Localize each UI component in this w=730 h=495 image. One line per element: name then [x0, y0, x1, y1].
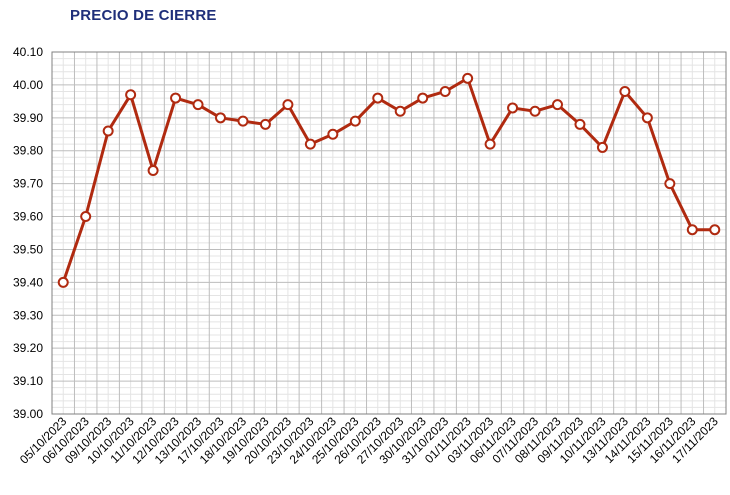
- data-point: [80, 211, 92, 223]
- y-tick-label: 39.40: [13, 275, 43, 289]
- data-point: [125, 89, 137, 101]
- data-point: [215, 112, 226, 124]
- data-point: [417, 92, 429, 104]
- data-point: [147, 164, 159, 176]
- data-point: [282, 99, 294, 111]
- data-point: [237, 115, 249, 127]
- data-point: [192, 99, 204, 111]
- data-point: [304, 138, 316, 150]
- y-tick-label: 39.50: [13, 242, 43, 256]
- y-tick-label: 39.70: [13, 177, 43, 191]
- data-point: [686, 224, 698, 236]
- data-point: [327, 128, 339, 140]
- data-point: [57, 276, 69, 288]
- y-axis-ticks: 39.00 39.10 39.20 39.30 39.40 39.50 39.60 39.70…: [13, 45, 43, 421]
- data-point: [552, 99, 563, 111]
- data-point: [102, 125, 114, 137]
- data-point: [372, 92, 384, 104]
- data-point: [394, 105, 406, 117]
- data-point: [619, 85, 631, 97]
- data-point: [507, 102, 519, 114]
- chart-title: PRECIO DE CIERRE: [70, 7, 217, 24]
- data-point: [664, 178, 676, 190]
- data-point: [596, 141, 608, 153]
- y-tick-label: 39.60: [13, 210, 43, 224]
- y-tick-label: 39.30: [13, 308, 43, 322]
- series-markers: [57, 72, 721, 288]
- data-point: [439, 85, 451, 97]
- data-point: [462, 72, 474, 84]
- data-point: [529, 105, 541, 117]
- plot-frame: [51, 51, 727, 415]
- x-axis-ticks: 05/10/202306/10/202309/10/202310/10/2023…: [17, 414, 721, 467]
- y-tick-label: 39.20: [13, 341, 43, 355]
- data-point: [349, 115, 361, 127]
- data-point: [641, 112, 653, 124]
- data-point: [709, 224, 721, 236]
- y-tick-label: 40.00: [13, 78, 43, 92]
- y-tick-label: 39.90: [13, 111, 43, 125]
- y-tick-label: 40.10: [13, 45, 43, 59]
- data-point: [259, 118, 271, 130]
- data-point: [484, 138, 496, 150]
- series-line: [61, 76, 715, 283]
- y-tick-label: 39.10: [13, 374, 43, 388]
- data-point: [170, 92, 182, 104]
- data-point: [574, 118, 586, 130]
- y-tick-label: 39.80: [13, 144, 43, 158]
- y-tick-label: 39.00: [13, 407, 43, 421]
